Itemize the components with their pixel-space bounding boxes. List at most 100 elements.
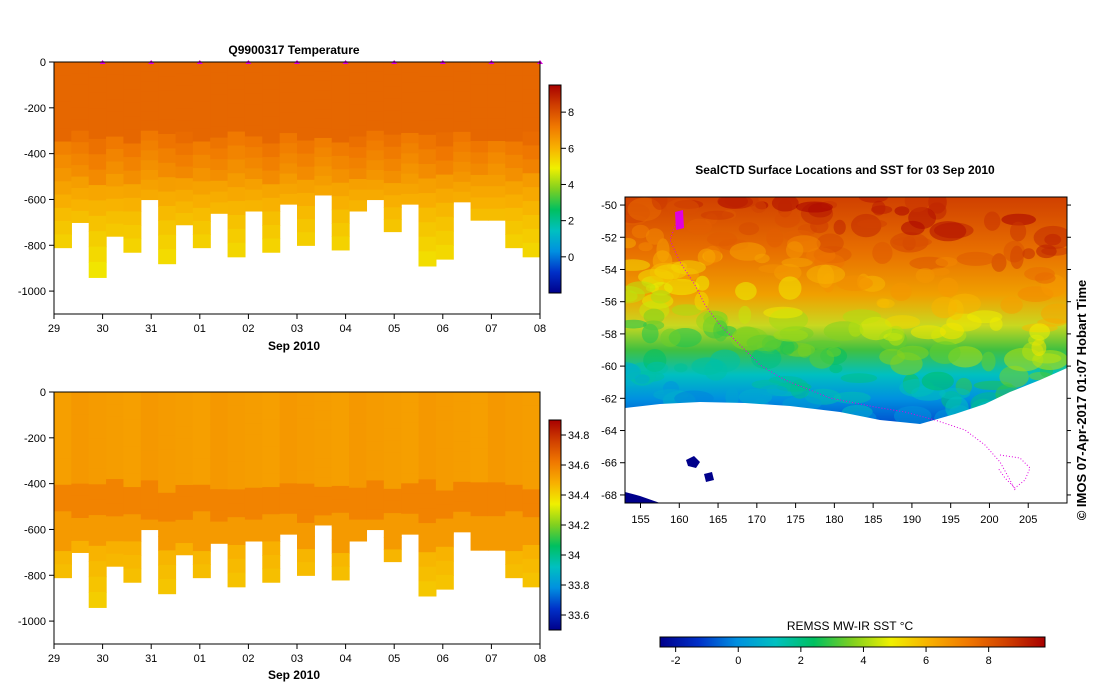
sst-texture-blob: [930, 267, 950, 276]
section-cell: [383, 513, 402, 526]
section-cell: [175, 143, 194, 156]
section-cell: [88, 545, 107, 562]
section-cell: [140, 480, 159, 491]
section-cell: [71, 107, 90, 120]
y-tick-label: -400: [24, 479, 46, 491]
section-cell: [71, 506, 90, 519]
section-cell: [314, 467, 333, 479]
section-cell: [401, 143, 420, 154]
section-cell: [401, 62, 420, 73]
section-cell: [297, 232, 315, 246]
section-cell: [383, 183, 402, 196]
section-cell: [522, 103, 540, 119]
section-cell: [106, 491, 125, 505]
sst-texture-blob: [643, 308, 665, 325]
sst-texture-blob: [929, 221, 967, 242]
y-tick-label: 0: [40, 387, 46, 399]
section-cell: [522, 433, 540, 449]
section-cell: [140, 170, 159, 181]
sst-texture-blob: [738, 222, 760, 236]
section-cell: [71, 153, 90, 166]
sst-texture-blob: [778, 276, 802, 300]
sst-texture-blob: [695, 275, 710, 291]
section-cell: [262, 224, 281, 240]
section-cell: [418, 163, 437, 180]
section-cell: [383, 549, 402, 563]
section-cell: [453, 461, 472, 473]
sst-texture-blob: [833, 219, 846, 235]
section-cell: [366, 500, 385, 511]
section-cell: [505, 498, 524, 512]
section-cell: [401, 402, 420, 413]
section-cell: [227, 145, 246, 160]
section-cell: [505, 551, 524, 565]
section-cell: [349, 434, 368, 446]
section-cell: [54, 168, 72, 182]
section-cell: [297, 219, 315, 233]
section-cell: [244, 125, 263, 138]
sst-texture-blob: [666, 198, 699, 216]
section-cell: [331, 539, 350, 554]
sst-texture-blob: [738, 305, 752, 324]
section-cell: [297, 62, 315, 76]
section-cell: [106, 86, 125, 100]
section-cell: [366, 189, 385, 201]
section-cell: [314, 90, 333, 101]
section-cell: [192, 471, 211, 486]
section-cell: [314, 439, 333, 450]
section-cell: [366, 130, 385, 142]
section-cell: [140, 470, 159, 481]
section-cell: [470, 504, 489, 517]
section-cell: [175, 426, 194, 440]
section-cell: [435, 118, 454, 133]
section-cell: [470, 403, 489, 416]
section-cell: [401, 412, 420, 424]
section-cell: [175, 392, 194, 405]
colorbar-tick-label: 0: [568, 252, 574, 264]
section-cell: [297, 166, 315, 181]
lat-tick-label: -58: [601, 329, 617, 341]
section-cell: [244, 392, 263, 404]
section-cell: [522, 75, 540, 91]
section-cell: [331, 102, 350, 117]
section-cell: [158, 105, 177, 121]
section-cell: [279, 452, 298, 464]
section-cell: [487, 392, 506, 404]
section-cell: [435, 434, 454, 449]
sst-texture-blob: [991, 253, 1007, 272]
lat-tick-label: -54: [601, 264, 617, 276]
lon-tick-label: 175: [786, 514, 804, 526]
section-cell: [140, 460, 159, 472]
section-cell: [158, 478, 177, 494]
section-cell: [106, 416, 125, 430]
section-cell: [279, 412, 298, 424]
section-cell: [54, 537, 72, 552]
section-cell: [88, 62, 107, 78]
section-cell: [244, 115, 263, 127]
section-cell: [349, 72, 368, 84]
section-cell: [401, 432, 420, 444]
section-cell: [297, 549, 315, 563]
section-cell: [470, 392, 489, 404]
section-cell: [366, 71, 385, 83]
section-cell: [175, 201, 194, 214]
section-cell: [158, 420, 177, 436]
section-cell: [106, 516, 125, 530]
section-cell: [140, 411, 159, 423]
sst-texture-blob: [859, 316, 893, 341]
section-cell: [487, 504, 506, 517]
section-cell: [71, 414, 90, 427]
section-cell: [158, 564, 177, 580]
section-cell: [192, 88, 211, 103]
section-cell: [227, 419, 246, 435]
section-cell: [487, 414, 506, 427]
section-cell: [418, 91, 437, 107]
section-cell: [106, 149, 125, 163]
sst-colorbar-tick-label: 2: [798, 655, 804, 667]
seal-position-marker: [675, 210, 684, 230]
section-cell: [401, 122, 420, 134]
section-cell: [470, 516, 489, 529]
section-cell: [366, 519, 385, 531]
section-cell: [244, 104, 263, 116]
sst-texture-blob: [1004, 347, 1044, 372]
